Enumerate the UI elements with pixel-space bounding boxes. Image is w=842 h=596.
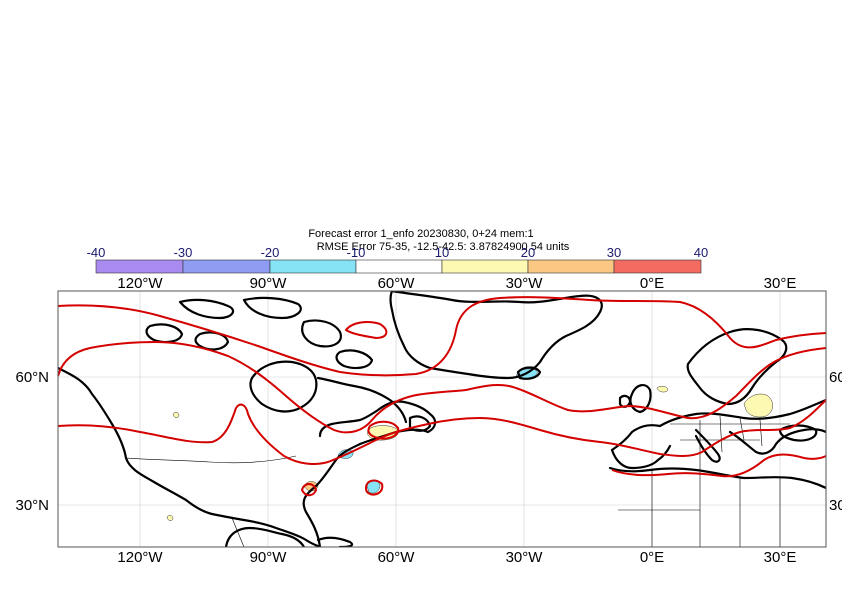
coastline-hudson-bay: [249, 360, 318, 413]
coastline-arctic-islands: [145, 323, 184, 344]
coastline-arctic-islands: [178, 298, 235, 320]
colorbar: -40 -30 -20 -10 10 20 30 40: [87, 245, 708, 274]
colorbar-segment: [527, 259, 615, 274]
colorbar-tick-label: 10: [435, 245, 449, 260]
coastline-arctic-islands: [301, 319, 342, 348]
coastline-north-america: [58, 366, 322, 547]
coastline-greenland: [389, 291, 603, 380]
contour-line: [58, 399, 826, 465]
coastline-italy: [694, 428, 721, 463]
longitude-label-top: 30°W: [506, 275, 544, 292]
coastline-newfoundland: [408, 415, 432, 432]
colorbar-segment: [182, 259, 271, 274]
colorbar-segment: [613, 259, 702, 274]
colorbar-segment: [355, 259, 443, 274]
coastline-scandinavia: [686, 328, 788, 406]
colorbar-tick-label: 20: [521, 245, 535, 260]
map-background: [58, 291, 826, 547]
colorbar-segment: [441, 259, 529, 274]
colorbar-tick-label: -10: [347, 245, 366, 260]
coastlines: [58, 291, 826, 547]
longitude-label-top: 30°E: [764, 275, 797, 292]
contour-line: [58, 296, 826, 377]
longitude-label-top: 120°W: [117, 275, 163, 292]
contour-line: [301, 483, 317, 497]
contour-line: [345, 321, 388, 339]
positive-error-patch: [656, 386, 669, 393]
coastline-iberia: [610, 444, 672, 470]
figure-title-line-1: Forecast error 1_enfo 20230830, 0+24 mem…: [308, 228, 533, 240]
colorbar-tick-label: -20: [261, 245, 280, 260]
contour-line: [367, 420, 400, 440]
longitude-label-bottom: 60°W: [378, 549, 416, 566]
contour-line: [365, 479, 384, 496]
contour-line: [611, 453, 826, 478]
longitude-label-top: 60°W: [378, 275, 416, 292]
positive-error-patch: [166, 515, 174, 521]
coastline-arctic-islands: [335, 349, 374, 370]
longitude-label-bottom: 120°W: [117, 549, 163, 566]
colorbar-segment: [269, 259, 357, 274]
colorbar-tick-label: -40: [87, 245, 106, 260]
map-frame: [57, 290, 827, 548]
coastline-ireland: [618, 394, 632, 408]
latitude-label-right: 60: [829, 369, 842, 386]
coastline-europe-mainland: [610, 398, 826, 452]
colorbar-segment: [95, 259, 184, 274]
latitude-label-left: 30°N: [15, 497, 49, 514]
longitude-label-top: 90°W: [250, 275, 288, 292]
country-borders: [125, 415, 790, 547]
latitude-label-right: 30: [829, 497, 842, 514]
coastline-arctic-islands: [242, 296, 302, 320]
positive-error-patch: [743, 393, 773, 418]
positive-error-patch: [172, 412, 180, 418]
colorbar-tick-label: 40: [694, 245, 708, 260]
figure-title-line-2: RMSE Error 75-35, -12.5-42.5: 3.87824900…: [317, 241, 570, 253]
map-panel: [57, 290, 827, 548]
colorbar-tick-label: -30: [174, 245, 193, 260]
coastline-north-africa: [608, 466, 826, 490]
longitude-label-bottom: 30°E: [764, 549, 797, 566]
coastline-us-east: [302, 400, 437, 547]
coastline-gulf-mexico: [224, 526, 306, 547]
coastline-black-sea: [778, 424, 818, 442]
longitude-label-bottom: 30°W: [506, 549, 544, 566]
coastline-labrador: [316, 376, 408, 424]
forecast-contours: [58, 296, 826, 497]
contour-line: [58, 341, 826, 434]
colorbar-tick-label: 30: [607, 245, 621, 260]
longitude-label-bottom: 0°E: [640, 549, 664, 566]
latitude-label-left: 60°N: [15, 369, 49, 386]
longitude-label-top: 0°E: [640, 275, 664, 292]
longitude-label-bottom: 90°W: [250, 549, 288, 566]
coastline-iceland: [516, 366, 542, 380]
